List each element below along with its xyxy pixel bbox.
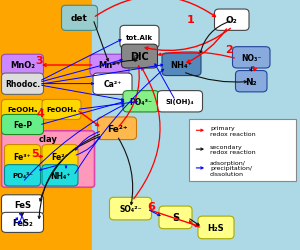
- FancyBboxPatch shape: [2, 212, 43, 233]
- Text: 1: 1: [187, 14, 194, 24]
- Text: FeS₂: FeS₂: [12, 218, 33, 227]
- FancyBboxPatch shape: [110, 198, 152, 220]
- Text: NH₄⁺: NH₄⁺: [170, 60, 193, 70]
- Text: MnO₂: MnO₂: [10, 61, 35, 70]
- FancyBboxPatch shape: [93, 74, 132, 95]
- Text: Ca²⁺: Ca²⁺: [103, 80, 122, 89]
- FancyBboxPatch shape: [158, 91, 202, 112]
- Text: NH₄⁺: NH₄⁺: [50, 171, 70, 180]
- Text: SO₄²⁻: SO₄²⁻: [119, 204, 142, 213]
- FancyBboxPatch shape: [2, 100, 43, 120]
- FancyBboxPatch shape: [123, 91, 159, 112]
- FancyBboxPatch shape: [61, 6, 98, 31]
- FancyBboxPatch shape: [90, 55, 129, 76]
- Text: primary
redox reaction: primary redox reaction: [210, 125, 256, 136]
- Text: Mn²⁺: Mn²⁺: [98, 61, 121, 70]
- FancyBboxPatch shape: [2, 115, 43, 135]
- Text: det: det: [71, 14, 88, 23]
- FancyBboxPatch shape: [42, 165, 78, 186]
- FancyBboxPatch shape: [189, 120, 296, 181]
- Text: tot.Alk: tot.Alk: [126, 34, 153, 40]
- FancyBboxPatch shape: [2, 55, 43, 76]
- Text: clay: clay: [39, 135, 57, 144]
- Text: secondary
redox reaction: secondary redox reaction: [210, 144, 256, 155]
- FancyBboxPatch shape: [198, 216, 234, 239]
- FancyBboxPatch shape: [42, 100, 81, 120]
- Text: DIC: DIC: [130, 52, 149, 62]
- Text: 4: 4: [37, 108, 44, 118]
- Text: S: S: [172, 212, 179, 222]
- FancyBboxPatch shape: [214, 10, 249, 31]
- Text: 6: 6: [148, 201, 155, 211]
- FancyBboxPatch shape: [159, 206, 192, 229]
- FancyBboxPatch shape: [42, 145, 78, 169]
- Text: NO₃⁻: NO₃⁻: [241, 54, 261, 62]
- FancyBboxPatch shape: [232, 48, 270, 69]
- FancyBboxPatch shape: [236, 71, 267, 92]
- Text: Si(OH)₄: Si(OH)₄: [166, 99, 194, 105]
- Text: Fe²⁺: Fe²⁺: [51, 152, 69, 161]
- Text: Fe-P: Fe-P: [13, 120, 32, 130]
- FancyBboxPatch shape: [2, 131, 94, 188]
- FancyBboxPatch shape: [162, 54, 201, 76]
- Text: FeS: FeS: [14, 200, 31, 209]
- FancyBboxPatch shape: [2, 195, 43, 215]
- Text: pH: pH: [133, 54, 140, 59]
- Text: N₂: N₂: [245, 78, 257, 86]
- Text: O₂: O₂: [226, 16, 238, 25]
- FancyBboxPatch shape: [98, 118, 136, 140]
- Text: PO₄³⁻: PO₄³⁻: [12, 173, 33, 178]
- Text: adsorption/
precipitation/
dissolution: adsorption/ precipitation/ dissolution: [210, 160, 252, 176]
- Text: H₂S: H₂S: [208, 223, 224, 232]
- FancyBboxPatch shape: [4, 145, 40, 169]
- FancyBboxPatch shape: [2, 74, 43, 95]
- Text: Rhodoc.: Rhodoc.: [5, 80, 40, 89]
- Text: 5: 5: [31, 148, 38, 158]
- Text: 2: 2: [226, 44, 233, 54]
- Text: Fe²⁺: Fe²⁺: [107, 124, 127, 133]
- FancyBboxPatch shape: [122, 45, 158, 69]
- FancyBboxPatch shape: [120, 26, 159, 49]
- Text: FeOOHₐ: FeOOHₐ: [8, 107, 38, 113]
- Text: Fe³⁺: Fe³⁺: [14, 152, 31, 161]
- Bar: [92, 0, 300, 250]
- Text: 3: 3: [35, 56, 43, 66]
- Text: PO₄³⁻: PO₄³⁻: [130, 98, 152, 106]
- Text: FeOOHₐ: FeOOHₐ: [46, 107, 76, 113]
- FancyBboxPatch shape: [4, 165, 40, 186]
- Bar: [0, 0, 92, 250]
